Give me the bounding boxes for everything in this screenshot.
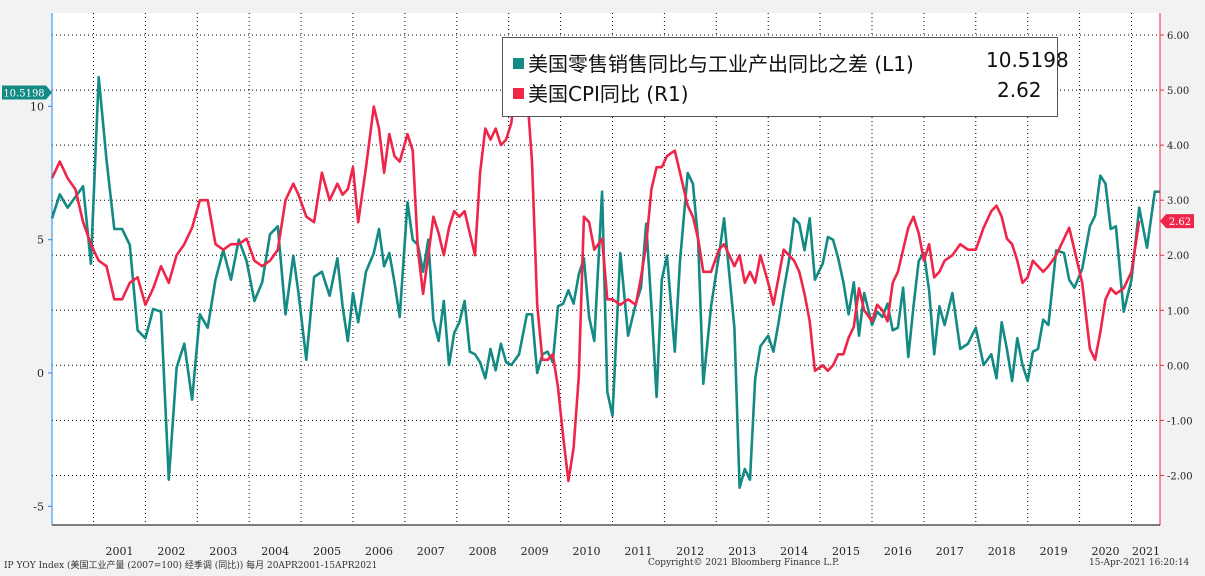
footer-timestamp: 15-Apr-2021 16:20:14 [1089, 558, 1190, 568]
legend-label: 美国零售销售同比与工业产出同比之差 (L1) [528, 52, 914, 76]
x-axis-year-label: 2004 [261, 545, 289, 558]
legend-label: 美国CPI同比 (R1) [528, 82, 689, 106]
legend-swatch-red [513, 88, 524, 99]
legend-value: 2.62 [997, 78, 1042, 102]
x-axis-year-label: 2016 [884, 545, 912, 558]
x-axis-year-label: 2005 [313, 545, 341, 558]
left-axis-tick-label: 10 [30, 100, 44, 113]
x-axis-year-label: 2008 [469, 545, 497, 558]
legend-entry-cpi: 美国CPI同比 (R1) 2.62 [513, 78, 1042, 107]
x-axis-year-label: 2009 [521, 545, 549, 558]
axes: 10 5 0 -5 6.00 5.00 4.00 3.00 2.00 1.00 0.00 -1.00 -… [2, 13, 1194, 558]
right-axis-tick-label: -1.00 [1167, 416, 1193, 427]
left-axis-tick-label: 5 [37, 234, 44, 247]
x-axis-year-label: 2017 [936, 545, 964, 558]
right-axis-tick-label: 3.00 [1167, 196, 1189, 207]
legend-swatch-teal [513, 58, 524, 69]
series-layer [50, 55, 1160, 490]
x-axis-year-label: 2001 [106, 545, 134, 558]
right-axis-tick-label: 6.00 [1167, 31, 1189, 42]
right-axis-tick-label: 2.00 [1167, 251, 1189, 262]
x-axis-year-label: 2020 [1092, 545, 1120, 558]
x-axis-year-label: 2018 [988, 545, 1016, 558]
footer-copyright: Copyright© 2021 Bloomberg Finance L.P. [648, 558, 840, 568]
x-axis-year-label: 2014 [780, 545, 808, 558]
footer-source: IP YOY Index (美国工业产量 (2007=100) 经季调 (同比)… [4, 561, 378, 571]
x-axis-year-label: 2007 [417, 545, 445, 558]
right-axis-tick-label: 4.00 [1167, 141, 1189, 152]
right-last-value-label: 2.62 [1169, 217, 1191, 228]
right-axis-tick-label: 0.00 [1167, 361, 1189, 372]
x-axis-year-label: 2015 [832, 545, 860, 558]
left-last-value-label: 10.5198 [3, 88, 44, 99]
left-last-value-tag [2, 85, 52, 100]
right-axis-tick-label: -2.00 [1167, 471, 1193, 482]
x-axis-year-label: 2012 [676, 545, 704, 558]
x-axis-year-label: 2011 [624, 545, 652, 558]
x-axis-year-label: 2021 [1132, 545, 1160, 558]
x-axis-year-label: 2002 [157, 545, 185, 558]
x-axis-year-label: 2013 [728, 545, 756, 558]
legend: 美国零售销售同比与工业产出同比之差 (L1) 10.5198 美国CPI同比 (… [502, 37, 1069, 117]
left-axis-tick-label: -5 [33, 500, 44, 513]
x-axis-year-label: 2010 [573, 545, 601, 558]
x-axis-year-label: 2006 [365, 545, 393, 558]
right-axis-tick-label: 5.00 [1167, 86, 1189, 97]
legend-value: 10.5198 [986, 48, 1069, 72]
legend-entry-retail-minus-industrial: 美国零售销售同比与工业产出同比之差 (L1) 10.5198 [513, 48, 1069, 77]
series-line-cpi [50, 55, 1141, 483]
right-axis-tick-label: 1.00 [1167, 306, 1189, 317]
left-axis-tick-label: 0 [37, 367, 44, 380]
x-axis-year-label: 2003 [209, 545, 237, 558]
x-axis-year-label: 2019 [1040, 545, 1068, 558]
right-last-value-tag [1160, 214, 1194, 229]
